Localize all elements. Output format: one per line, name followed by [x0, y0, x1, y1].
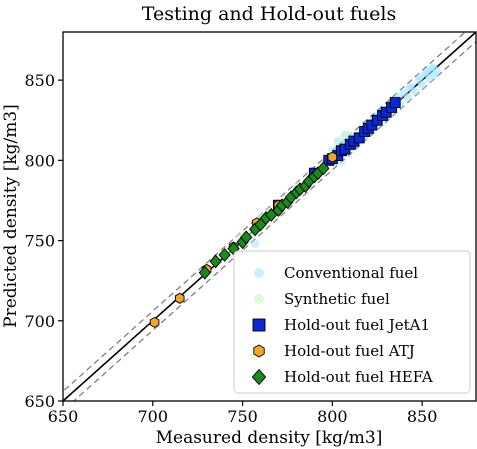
plot-frame [62, 31, 477, 402]
legend-box [233, 250, 471, 394]
data-point [209, 254, 222, 269]
data-point [416, 72, 425, 81]
data-point [405, 84, 414, 93]
data-point [149, 316, 160, 328]
legend-label: Hold-out fuel JetA1 [284, 316, 430, 334]
y-tick-label: 750 [24, 232, 55, 251]
chart-title: Testing and Hold-out fuels [142, 3, 396, 25]
y-tick-label: 650 [24, 392, 55, 411]
x-tick-label: 700 [138, 407, 169, 426]
data-point [389, 97, 401, 109]
plot-area [63, 32, 476, 401]
legend-label: Hold-out fuel ATJ [284, 342, 415, 360]
legend-marker [254, 268, 264, 278]
legend-marker [253, 344, 265, 358]
series-4 [198, 161, 330, 280]
data-point [423, 68, 432, 77]
y-tick-label: 850 [24, 71, 55, 90]
legend: Conventional fuel Synthetic fuel Hold-out … [233, 250, 471, 394]
data-point [327, 151, 338, 163]
x-tick-label: 850 [407, 407, 438, 426]
legend-marker [251, 368, 267, 386]
legend-marker [252, 318, 266, 332]
y-axis-ticks: 650 700 750 800 850 [24, 71, 63, 411]
legend-label: Hold-out fuel HEFA [284, 368, 433, 386]
data-point [251, 239, 260, 248]
legend-label: Synthetic fuel [284, 290, 390, 308]
legend-marker [254, 294, 264, 304]
x-tick-label: 750 [227, 407, 258, 426]
x-axis-ticks: 650 700 750 800 850 [48, 401, 438, 426]
y-tick-label: 800 [24, 151, 55, 170]
data-point [218, 248, 231, 262]
data-point [428, 63, 437, 72]
data-point [403, 93, 412, 102]
data-point [317, 161, 330, 176]
data-point [198, 265, 211, 280]
y-tick-label: 700 [24, 312, 55, 331]
x-axis-label: Measured density [kg/m3] [156, 428, 383, 448]
data-point [174, 292, 185, 304]
data-point [418, 80, 427, 89]
x-tick-label: 800 [317, 407, 348, 426]
data-point [240, 230, 253, 245]
y-axis-label: Predicted density [kg/m3] [1, 104, 21, 328]
parity-band-line [63, 32, 467, 393]
x-tick-label: 650 [48, 407, 79, 426]
data-points [149, 63, 441, 328]
legend-label: Conventional fuel [284, 264, 418, 282]
